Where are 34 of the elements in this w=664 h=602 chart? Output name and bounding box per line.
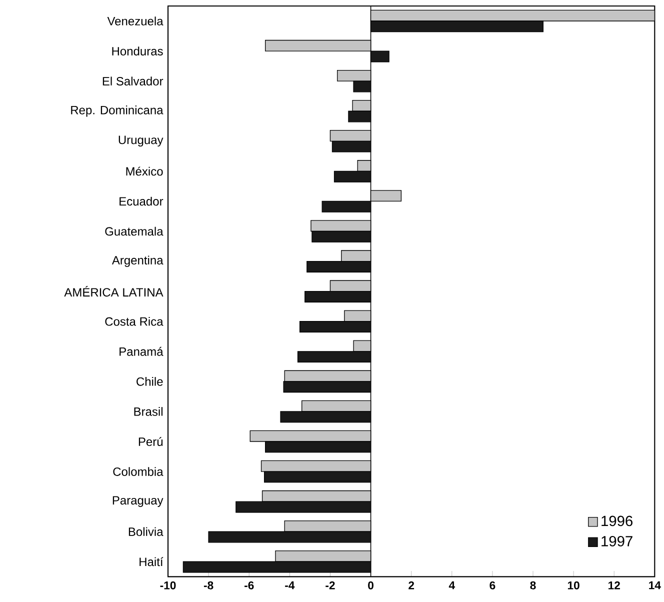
y-tick-label: Argentina [112, 256, 164, 267]
y-tick-label: Rep. Dominicana [71, 106, 164, 117]
y-tick-label: Bolivia [128, 527, 164, 536]
y-tick-label: Costa Rica [105, 316, 164, 326]
x-tick-label: 6 [490, 581, 496, 590]
x-tick-label: 4 [448, 581, 455, 590]
x-tick-label: -6 [244, 581, 254, 590]
y-tick-label: El Salvador [102, 76, 164, 86]
y-tick-label: Haití [140, 557, 164, 566]
x-tick-label: -2 [326, 581, 335, 590]
y-tick-label: Guatemala [105, 226, 164, 236]
y-tick-label: Chile [136, 377, 163, 386]
x-tick-label: 0 [368, 581, 374, 590]
y-tick-label: Brasil [134, 407, 162, 416]
x-tick-label: -10 [160, 581, 176, 590]
y-tick-label: Ecuador [120, 196, 164, 206]
y-tick-label: Colombia [113, 467, 164, 476]
y-tick-label: Honduras [112, 46, 163, 56]
y-tick-label: México [126, 166, 163, 176]
y-tick-label: Paraguay [112, 496, 164, 507]
y-tick-label: Perú [138, 437, 163, 446]
x-tick-label: 14 [649, 581, 661, 590]
y-tick-label: Venezuela [107, 16, 164, 26]
x-tick-label: 8 [530, 581, 536, 590]
y-tick-label: Uruguay [118, 136, 164, 147]
legend-label: 1996 [602, 516, 632, 526]
legend-label: 1997 [602, 536, 632, 546]
x-tick-label: 12 [608, 581, 620, 590]
x-tick-label: 10 [568, 581, 580, 590]
y-tick-label: AMÉRICA LATINA [64, 286, 164, 297]
x-tick-label: -4 [285, 581, 295, 590]
y-tick-label: Panamá [120, 346, 164, 356]
x-tick-label: 2 [408, 581, 414, 590]
x-tick-label: -8 [204, 581, 214, 590]
